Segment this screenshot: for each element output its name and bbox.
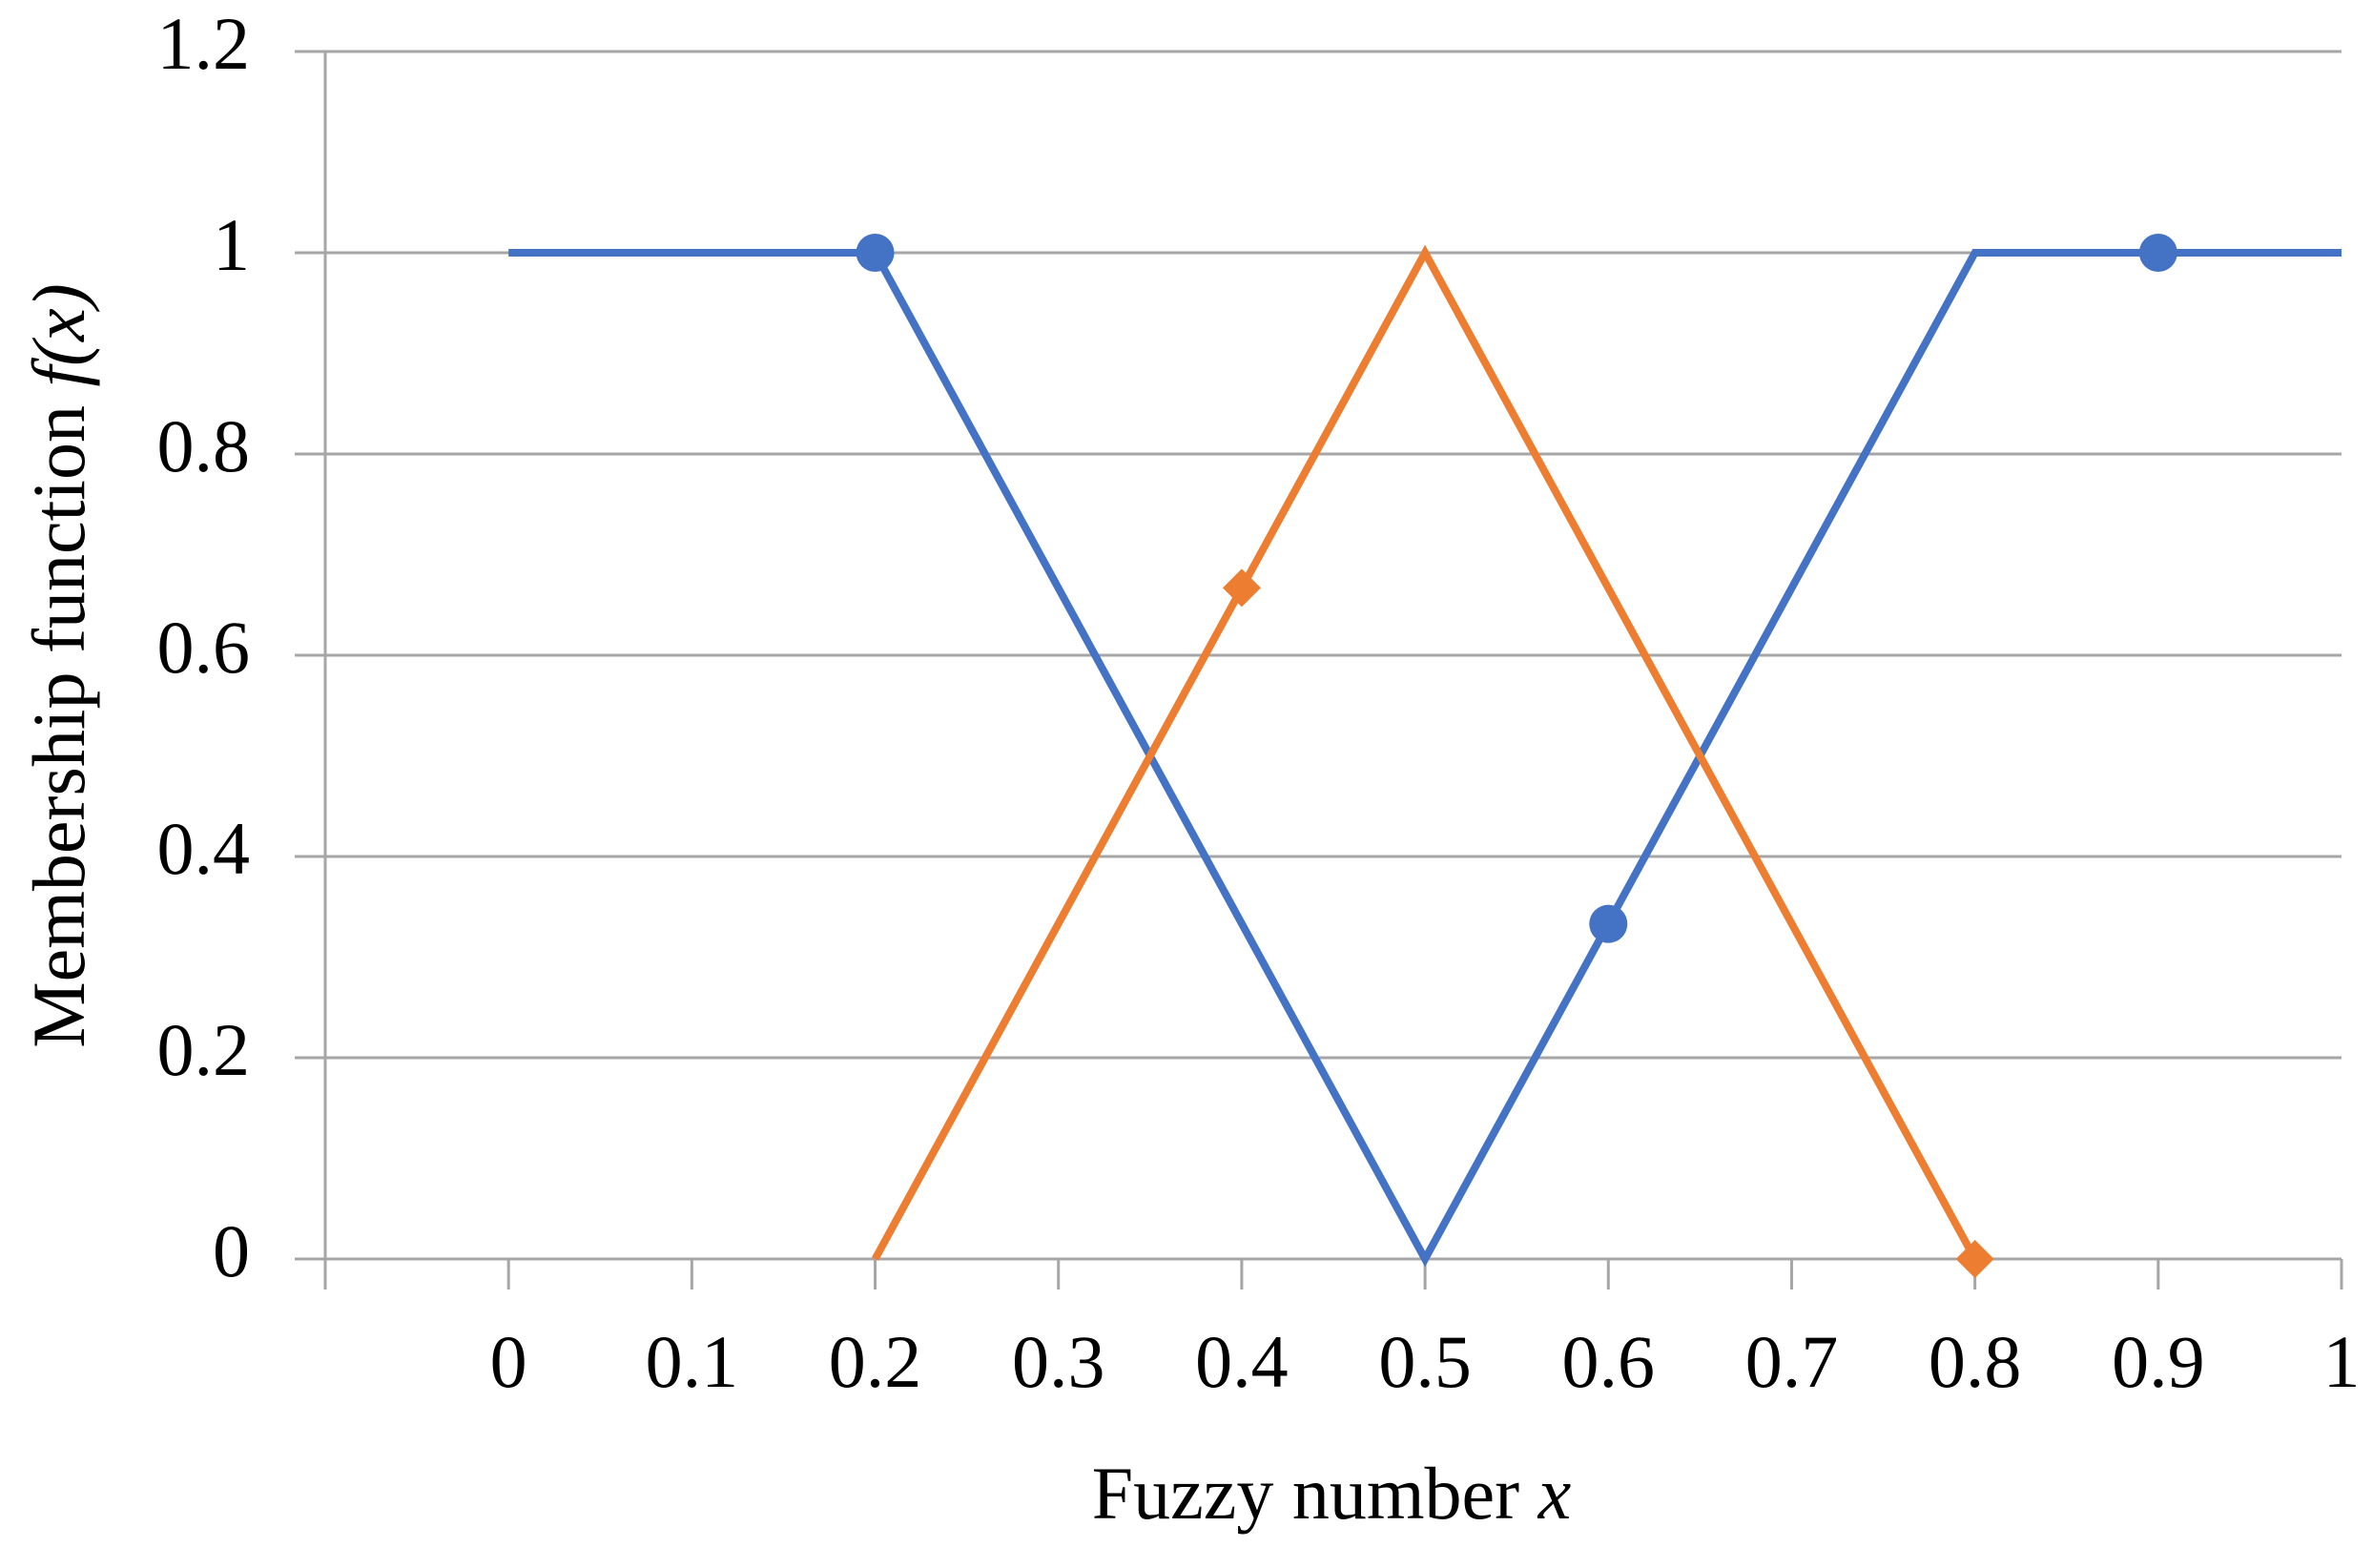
x-axis-label-var: x [1537, 1452, 1572, 1535]
y-tick-label: 0 [213, 1209, 250, 1292]
series-line [872, 244, 1979, 1261]
y-tick-label: 0.2 [157, 1008, 251, 1091]
y-axis-label-var: f(x) [17, 283, 100, 386]
x-tick-label: 0.6 [1562, 1320, 1656, 1403]
y-tick-label: 0.4 [157, 807, 251, 890]
marker [1589, 904, 1628, 943]
marker [2138, 234, 2177, 272]
x-axis-label-text: Fuzzy number [1092, 1452, 1519, 1535]
x-tick-label: 1 [2323, 1320, 2361, 1403]
x-tick-label: 0.5 [1378, 1320, 1472, 1403]
x-tick-label: 0.1 [646, 1320, 739, 1403]
marker [856, 234, 895, 272]
y-tick-label: 0.6 [157, 606, 251, 689]
y-tick-label: 1 [213, 203, 250, 286]
x-tick-label: 0.7 [1745, 1320, 1839, 1403]
x-tick-label: 0.9 [2112, 1320, 2205, 1403]
x-tick-label: 0 [490, 1320, 527, 1403]
x-tick-label: 0.3 [1012, 1320, 1105, 1403]
x-tick-label: 0.4 [1195, 1320, 1289, 1403]
marker [1955, 1240, 1994, 1278]
y-tick-label: 0.8 [157, 404, 251, 487]
y-axis-label: Membership function f(x) [17, 283, 100, 1047]
x-tick-label: 0.2 [829, 1320, 922, 1403]
y-axis-label-text: Membership function [17, 405, 100, 1048]
marker [1222, 568, 1261, 608]
x-tick-label: 0.8 [1929, 1320, 2022, 1403]
y-tick-label: 1.2 [157, 2, 251, 85]
x-axis-label: Fuzzy number x [1092, 1452, 1572, 1535]
series-line [508, 249, 2342, 1268]
